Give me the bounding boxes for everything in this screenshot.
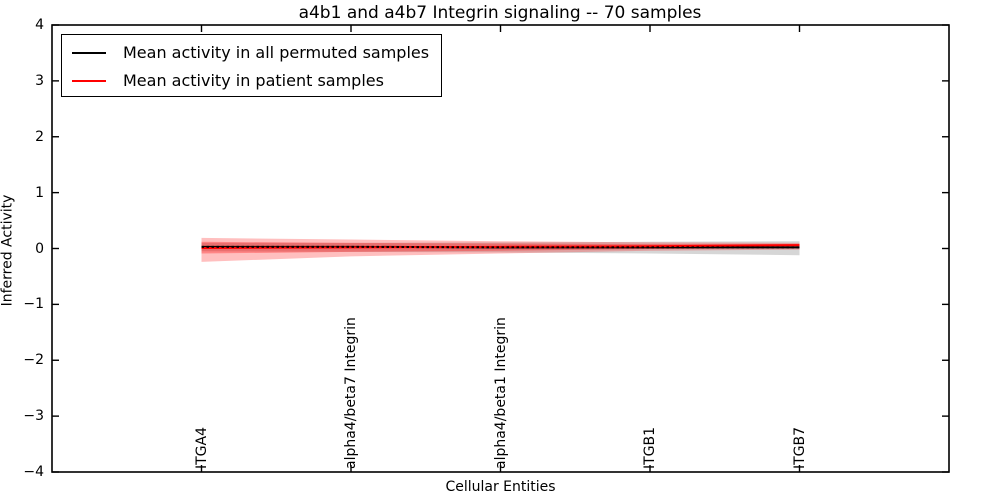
y-tick-label: −3 [23, 408, 44, 425]
black-line-swatch [72, 52, 106, 54]
legend-entry-permuted: Mean activity in all permuted samples [72, 39, 441, 67]
x-axis-label: Cellular Entities [445, 479, 556, 495]
legend-label: Mean activity in patient samples [123, 71, 384, 90]
y-tick-label: 4 [35, 17, 44, 33]
y-tick-label: 3 [35, 72, 44, 89]
legend: Mean activity in all permuted samples Me… [61, 34, 442, 97]
x-tick-label: ITGA4 [193, 426, 210, 469]
red-line-swatch [72, 80, 106, 82]
x-tick-label: ITGB7 [791, 426, 808, 469]
y-tick-label: −4 [23, 464, 44, 480]
y-tick-label: 2 [35, 128, 44, 145]
y-tick-label: 1 [35, 184, 44, 201]
legend-label: Mean activity in all permuted samples [123, 43, 430, 62]
x-tick-label: alpha4/beta7 Integrin [343, 317, 359, 469]
x-tick-label: alpha4/beta1 Integrin [492, 317, 509, 469]
y-tick-label: 0 [35, 240, 44, 257]
x-tick-label: ITGB1 [642, 426, 658, 469]
legend-entry-patient: Mean activity in patient samples [72, 67, 441, 95]
y-tick-label: −2 [23, 352, 44, 369]
y-tick-label: −1 [23, 296, 44, 313]
chart-title: a4b1 and a4b7 Integrin signaling -- 70 s… [298, 3, 702, 23]
